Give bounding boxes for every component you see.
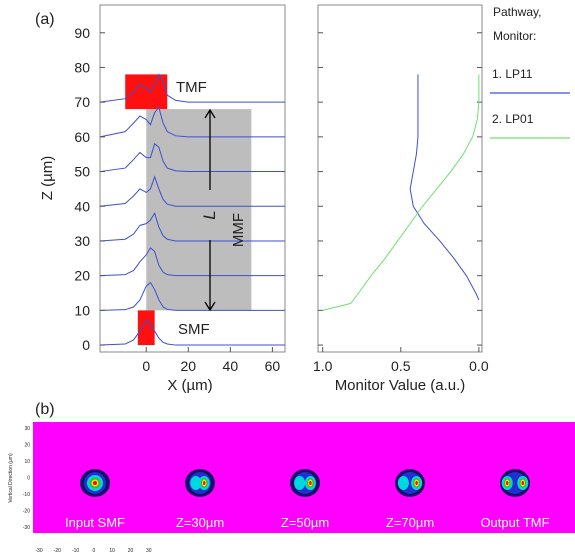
y-tick-label: 20 <box>74 268 90 284</box>
plot-frame <box>317 4 483 353</box>
x-tick-label: 0.0 <box>469 358 489 374</box>
annotation: MMF <box>230 213 247 247</box>
field-profile <box>99 106 285 138</box>
y-tick-label: 20 <box>24 443 30 449</box>
y-tick-label: 70 <box>74 94 90 110</box>
x-tick-label: -10 <box>72 548 79 554</box>
tmf-box <box>125 74 168 110</box>
mode-label: Z=30µm <box>176 515 224 530</box>
arrow <box>204 108 216 312</box>
y-axis-label: Z (µm) <box>39 156 56 200</box>
mode-label: Z=50µm <box>281 515 329 530</box>
x-tick-label: 0 <box>142 358 150 374</box>
annotation: L <box>200 210 219 219</box>
smf-box <box>137 310 155 346</box>
field-profile <box>99 281 285 311</box>
legend-label: 1. LP11 <box>492 67 533 81</box>
x-tick-label: 1.0 <box>313 358 333 374</box>
y-tick-label: 60 <box>74 129 90 145</box>
y-tick-label: -10 <box>23 492 30 498</box>
x-tick-label: 0.5 <box>391 358 411 374</box>
panel-label: (b) <box>35 401 55 418</box>
x-axis-label: X (µm) <box>167 377 212 394</box>
field-profile <box>99 320 285 346</box>
y-tick-label: -30 <box>23 525 30 531</box>
x-tick-label: 20 <box>128 548 134 554</box>
y-tick-label: 30 <box>74 233 90 249</box>
mode-contour <box>309 481 312 485</box>
y-tick-label: 40 <box>74 198 90 214</box>
x-tick-label: -20 <box>54 548 61 554</box>
panel-label: (a) <box>35 11 55 28</box>
field-profile <box>99 211 285 242</box>
mmf-region <box>146 109 252 311</box>
y-tick-label: 10 <box>24 459 30 465</box>
mode-label: Input SMF <box>65 515 125 530</box>
mode-label: Z=70µm <box>386 515 434 530</box>
y-tick-label: -20 <box>23 509 30 515</box>
mode-contour <box>521 481 524 485</box>
x-tick-label: -30 <box>35 548 42 554</box>
field-profile <box>99 73 285 103</box>
x-axis-label: Monitor Value (a.u.) <box>335 377 466 394</box>
y-tick-label: 0 <box>27 476 30 482</box>
y-tick-label: 0 <box>82 337 90 353</box>
mode-contour <box>192 478 200 488</box>
series-line <box>322 74 480 311</box>
x-tick-label: 40 <box>223 358 239 374</box>
mode-contour <box>506 481 509 485</box>
plot-frame <box>99 4 286 353</box>
y-tick-label: 30 <box>24 426 30 432</box>
legend-title: Pathway, <box>493 5 541 19</box>
x-tick-label: 30 <box>146 548 152 554</box>
mode-contour <box>93 481 97 485</box>
x-tick-label: 10 <box>109 548 115 554</box>
x-tick-label: 0 <box>93 548 96 554</box>
field-profile <box>99 142 285 173</box>
x-tick-label: 60 <box>265 358 281 374</box>
annotation: SMF <box>178 321 210 338</box>
y-tick-label: 10 <box>74 302 90 318</box>
series-line <box>409 74 480 301</box>
mode-contour <box>415 481 418 485</box>
legend-label: 2. LP01 <box>492 112 534 126</box>
y-tick-label: 50 <box>74 164 90 180</box>
legend-title: Monitor: <box>493 29 536 43</box>
field-profile <box>99 175 285 207</box>
x-tick-label: 20 <box>181 358 197 374</box>
mode-contour <box>203 481 206 485</box>
field-profile <box>99 247 285 277</box>
y-tick-label: 80 <box>74 59 90 75</box>
annotation: TMF <box>176 79 207 96</box>
mode-contour <box>296 478 304 488</box>
y-axis-label: Vertical Direction (µm) <box>8 453 14 503</box>
mode-contour <box>399 478 407 488</box>
y-tick-label: 90 <box>74 25 90 41</box>
mode-label: Output TMF <box>480 515 549 530</box>
